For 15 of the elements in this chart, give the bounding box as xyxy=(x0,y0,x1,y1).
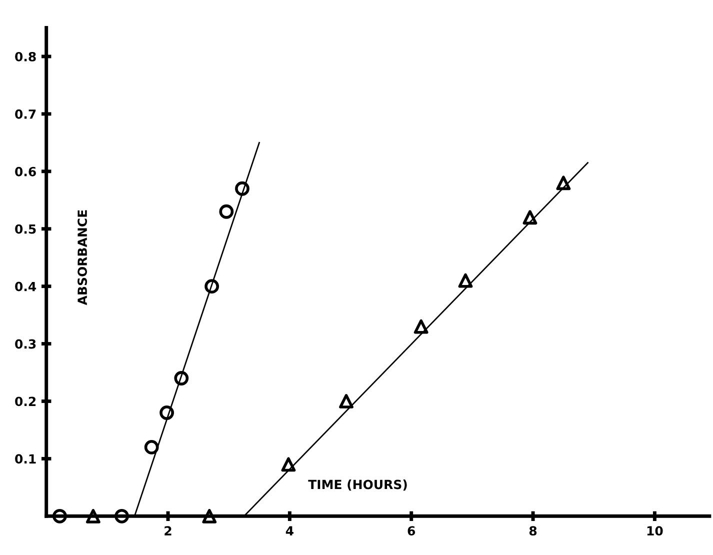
y-tick-label: 0.5 xyxy=(15,224,36,234)
x-axis-title: TIME (HOURS) xyxy=(308,480,407,491)
x-tick-label: 4 xyxy=(286,526,294,536)
y-tick-label: 0.2 xyxy=(15,396,36,406)
x-tick-label: 2 xyxy=(164,526,172,536)
x-tick-label: 10 xyxy=(647,526,663,536)
y-tick-label: 0.6 xyxy=(15,166,36,176)
y-axis-title: ABSORBANCE xyxy=(78,210,88,306)
y-tick-label: 0.8 xyxy=(15,52,36,62)
y-tick-label: 0.3 xyxy=(15,339,36,349)
x-tick-label: 6 xyxy=(408,526,416,536)
y-tick-label: 0.4 xyxy=(15,282,36,292)
y-tick-label: 0.7 xyxy=(15,109,36,119)
x-tick-label: 8 xyxy=(529,526,537,536)
y-tick-label: 0.1 xyxy=(15,454,36,464)
